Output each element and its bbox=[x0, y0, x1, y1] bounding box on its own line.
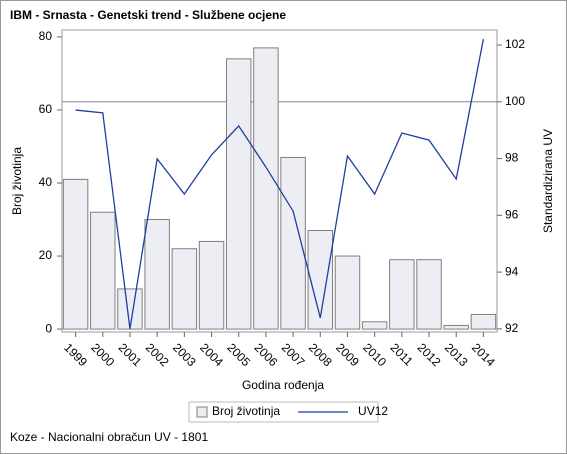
bar bbox=[470, 313, 497, 330]
y-tick-label: 40 bbox=[39, 175, 53, 189]
line bbox=[75, 38, 485, 329]
bar bbox=[253, 47, 279, 330]
y-tick-label: 20 bbox=[39, 248, 53, 262]
bar bbox=[361, 321, 388, 330]
plot-area bbox=[61, 29, 498, 333]
y2-tick-label: 96 bbox=[505, 208, 519, 222]
legend-swatch bbox=[196, 406, 208, 418]
y-axis-label: Broj životinja bbox=[10, 147, 24, 215]
y2-tick-label: 102 bbox=[505, 37, 525, 51]
y2-tick-label: 94 bbox=[505, 264, 519, 278]
chart-title: IBM - Srnasta - Genetski trend - Služben… bbox=[10, 8, 286, 22]
bar bbox=[389, 259, 415, 330]
y-tick-label: 60 bbox=[39, 102, 53, 116]
footnote: Koze - Nacionalni obračun UV - 1801 bbox=[10, 430, 208, 444]
y2-axis-label: Standardizirana UV bbox=[541, 129, 555, 233]
bar bbox=[62, 178, 89, 330]
y-tick-label: 0 bbox=[45, 321, 52, 335]
x-axis-label: Godina rođenja bbox=[242, 378, 324, 392]
legend-label: Broj životinja bbox=[212, 404, 280, 418]
bar bbox=[171, 248, 198, 330]
y-tick-label: 80 bbox=[39, 29, 53, 43]
legend-label: UV12 bbox=[358, 404, 388, 418]
bar bbox=[416, 259, 442, 330]
bar bbox=[90, 211, 116, 330]
y2-tick-label: 100 bbox=[505, 94, 525, 108]
bar bbox=[225, 58, 252, 330]
bar bbox=[117, 288, 143, 330]
bar bbox=[443, 324, 469, 330]
bar bbox=[198, 240, 225, 330]
y2-tick-label: 92 bbox=[505, 321, 519, 335]
legend-box bbox=[188, 401, 379, 423]
bar bbox=[307, 229, 334, 330]
bar bbox=[334, 255, 361, 330]
bar bbox=[144, 219, 170, 330]
y2-tick-label: 98 bbox=[505, 151, 519, 165]
